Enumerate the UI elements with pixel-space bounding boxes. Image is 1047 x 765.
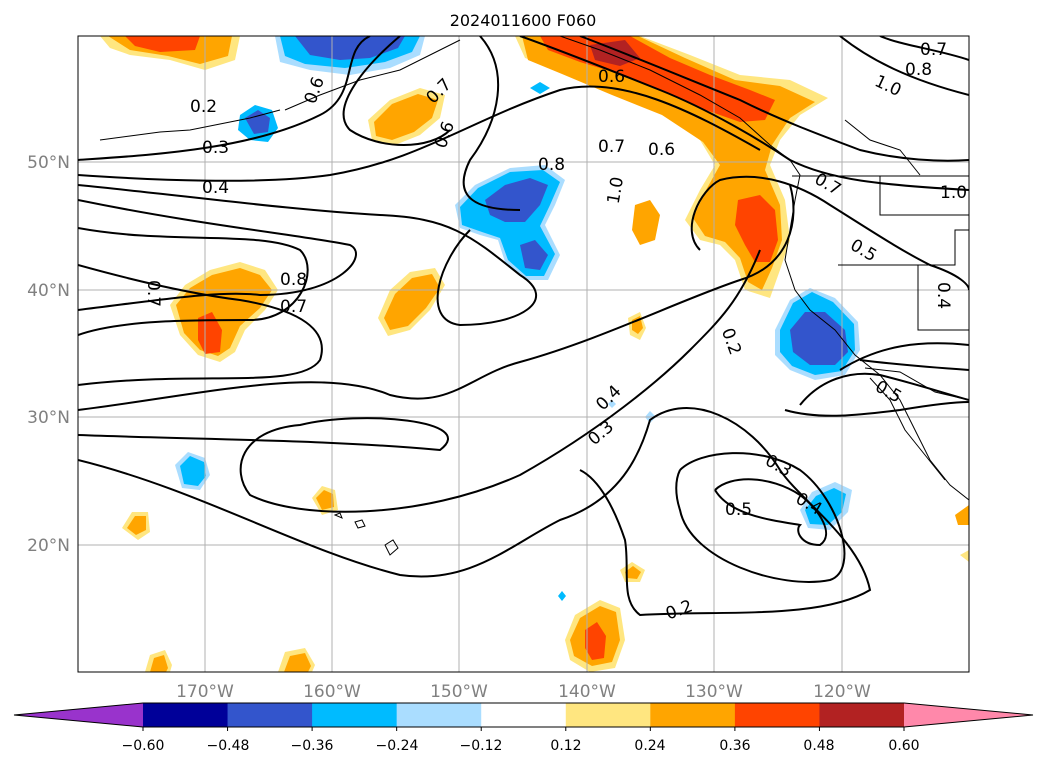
contour-label: 0.2 (190, 97, 217, 117)
colorbar-tick-label: −0.12 (460, 738, 503, 754)
colorbar-segment (734, 703, 820, 727)
colorbar-ticks: −0.60 −0.48 −0.36 −0.24 −0.12 0.12 0.24 … (122, 738, 920, 754)
lon-label: 150°W (430, 682, 488, 702)
shade-red-oregon (735, 195, 778, 262)
border-state-4 (838, 229, 969, 266)
shade-orange-small-4-core (625, 566, 641, 579)
lon-label: 170°W (176, 682, 234, 702)
coast-north-america (559, 36, 969, 501)
shade-orange-small-center (632, 200, 660, 245)
shade-blue-dot-3 (608, 400, 616, 408)
colorbar-tick-label: 0.48 (803, 738, 834, 754)
colorbar-segment (650, 703, 736, 727)
shade-red-south (585, 622, 606, 660)
shading-layer (100, 36, 969, 672)
border-state-2 (844, 119, 921, 176)
shade-orange-edge-right-2 (960, 550, 969, 562)
shade-orange-small-3-core (316, 490, 334, 510)
colorbar-segment (819, 703, 905, 727)
shade-blue-small-sw-core (180, 456, 206, 486)
contour-label: 0.8 (538, 155, 565, 175)
lat-label: 30°N (27, 408, 70, 428)
contour-label: 0.8 (905, 60, 932, 80)
hawaii-2 (354, 519, 366, 529)
shade-blue-central-core (485, 178, 548, 222)
plot-frame (77, 35, 970, 673)
shade-blue-dot-1 (558, 591, 566, 601)
colorbar-segment (227, 703, 313, 727)
contour-label: 0.8 (280, 270, 307, 290)
map-title: 2024011600 F060 (450, 11, 597, 30)
coastlines (99, 36, 969, 556)
colorbar-tick-label: −0.36 (291, 738, 334, 754)
border-state-1 (879, 176, 969, 216)
lon-label: 160°W (303, 682, 361, 702)
shade-orange-bottom-1-core (150, 655, 168, 672)
lon-label: 130°W (685, 682, 743, 702)
hawaii-1 (384, 539, 399, 556)
lat-label: 50°N (27, 153, 70, 173)
lon-labels: 170°W 160°W 150°W 140°W 130°W 120°W (176, 682, 871, 702)
contour-label: 0.6 (598, 67, 625, 87)
shade-blue-central-core-2 (520, 240, 548, 270)
contour-label: 1.0 (604, 175, 628, 205)
colorbar-segment (396, 703, 482, 727)
colorbar-tick-label: 0.12 (550, 738, 581, 754)
lon-label: 120°W (813, 682, 871, 702)
colorbar-segment (481, 703, 567, 727)
contour-label: 0.7 (280, 297, 307, 317)
shade-orange-bottom-2-core (284, 653, 311, 672)
colorbar-extend-low (14, 703, 143, 727)
colorbar (13, 702, 1034, 731)
lat-label: 40°N (27, 281, 70, 301)
baja (869, 377, 946, 481)
contour-label: 0.4 (202, 178, 229, 198)
shade-orange-edge-right (955, 505, 969, 525)
hawaii-3 (333, 512, 343, 519)
shade-red-west (198, 312, 222, 354)
contour-label: 0.7 (920, 40, 947, 60)
contour-label: 0.3 (202, 138, 229, 158)
shade-orange-mid-core (384, 274, 440, 330)
colorbar-tick-label: −0.48 (207, 738, 250, 754)
shade-blue-top-core (295, 36, 405, 60)
contour-label: 0.7 (598, 137, 625, 157)
lon-label: 140°W (558, 682, 616, 702)
colorbar-tick-label: 0.24 (634, 738, 665, 754)
contour-label: 1.0 (940, 183, 967, 203)
colorbar-segment (312, 703, 398, 727)
shade-orange-small-sw-core (127, 516, 146, 535)
shade-orange-mid-north-core (374, 94, 438, 140)
shade-red-top-left (125, 36, 200, 52)
contour-label: 0.7 (143, 280, 163, 307)
lat-label: 20°N (27, 536, 70, 556)
colorbar-tick-label: −0.24 (376, 738, 419, 754)
colorbar-segment (565, 703, 651, 727)
contour-label: 0.5 (725, 500, 752, 520)
colorbar-tick-label: −0.60 (122, 738, 165, 754)
border-state-3 (917, 265, 969, 331)
shade-darkred-northeast (590, 40, 640, 66)
colorbar-extend-high (904, 703, 1033, 727)
aleutians (99, 109, 281, 141)
contour-lines (78, 36, 969, 617)
contour-label: 0.4 (933, 282, 953, 309)
colorbar-tick-label: 0.60 (888, 738, 919, 754)
shade-blue-small-left-core (245, 110, 270, 134)
contour-label: 0.6 (648, 140, 675, 160)
coast-alaska (284, 39, 461, 111)
lat-labels: 50°N 40°N 30°N 20°N (27, 153, 70, 556)
shade-blue-california-core (790, 312, 848, 365)
colorbar-segment (143, 703, 229, 727)
colorbar-tick-label: 0.36 (719, 738, 750, 754)
shade-blue-dot-4 (530, 82, 550, 94)
